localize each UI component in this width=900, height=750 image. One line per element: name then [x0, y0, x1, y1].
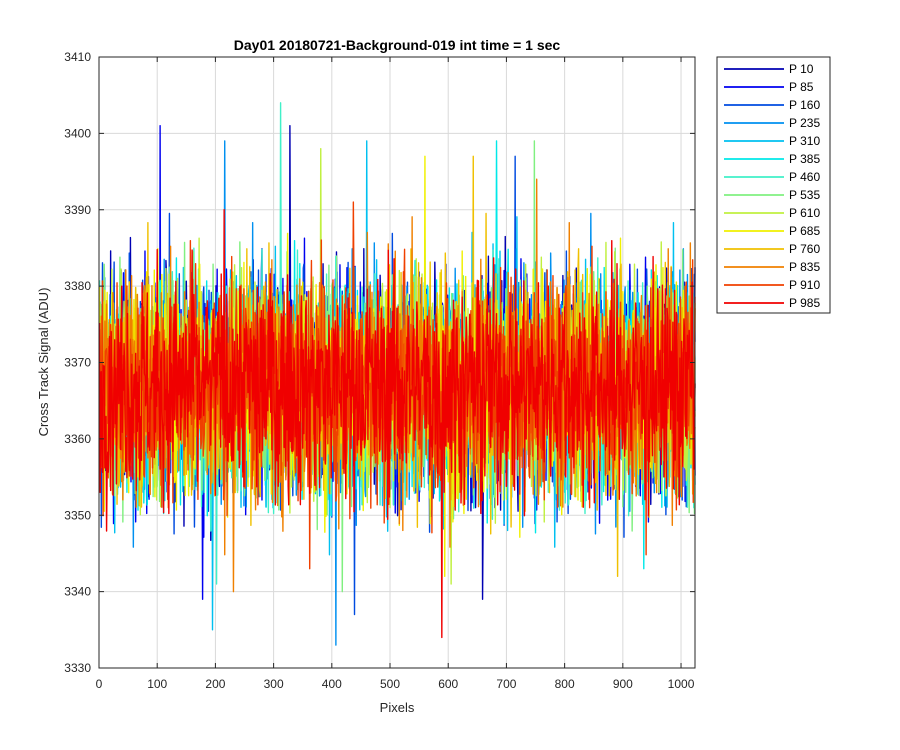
x-tick-label: 900: [613, 677, 633, 691]
legend-label: P 385: [789, 152, 820, 166]
chart-title: Day01 20180721-Background-019 int time =…: [234, 37, 561, 53]
legend-label: P 85: [789, 80, 814, 94]
legend-label: P 910: [789, 278, 820, 292]
legend-label: P 610: [789, 206, 820, 220]
legend-box: [716, 56, 831, 314]
legend-label: P 760: [789, 242, 820, 256]
legend-label: P 685: [789, 224, 820, 238]
legend-label: P 10: [789, 62, 814, 76]
series-line-p985: [98, 209, 696, 639]
y-tick-label: 3360: [64, 432, 91, 446]
axis-ticks: 0 100 200 300 400 500 600 700 800 900 1000 3330 3340…: [64, 50, 695, 691]
x-tick-label: 200: [205, 677, 225, 691]
legend-label: P 310: [789, 134, 820, 148]
x-tick-label: 100: [147, 677, 167, 691]
x-tick-label: 700: [496, 677, 516, 691]
legend-label: P 535: [789, 188, 820, 202]
x-tick-label: 1000: [668, 677, 695, 691]
legend: P 10 P 85 P 160 P 235 P 310 P 385 P 460 P 535 P …: [716, 56, 831, 314]
legend-label: P 985: [789, 296, 820, 310]
x-tick-label: 500: [380, 677, 400, 691]
y-axis-label: Cross Track Signal (ADU): [36, 288, 51, 437]
y-tick-label: 3340: [64, 585, 91, 599]
y-tick-label: 3400: [64, 126, 91, 140]
y-tick-label: 3330: [64, 661, 91, 675]
y-tick-label: 3380: [64, 279, 91, 293]
y-tick-label: 3370: [64, 356, 91, 370]
series-layer: [98, 102, 696, 646]
x-axis-label: Pixels: [380, 700, 415, 715]
y-tick-label: 3410: [64, 50, 91, 64]
x-tick-label: 800: [555, 677, 575, 691]
legend-label: P 235: [789, 116, 820, 130]
y-tick-label: 3350: [64, 508, 91, 522]
x-tick-label: 600: [438, 677, 458, 691]
y-tick-label: 3390: [64, 203, 91, 217]
x-tick-label: 400: [322, 677, 342, 691]
legend-label: P 160: [789, 98, 820, 112]
legend-label: P 835: [789, 260, 820, 274]
legend-label: P 460: [789, 170, 820, 184]
x-tick-label: 0: [96, 677, 103, 691]
x-tick-label: 300: [264, 677, 284, 691]
